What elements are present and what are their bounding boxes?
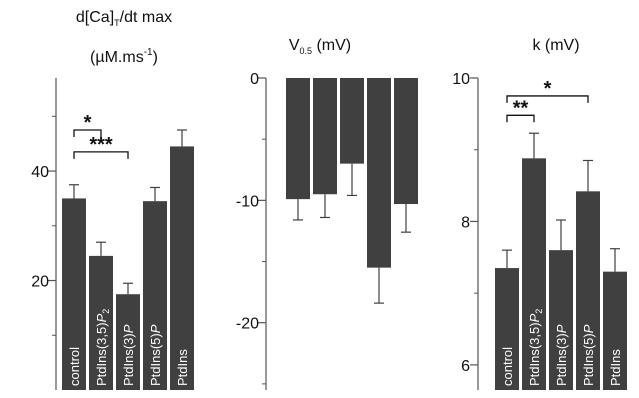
category-label-text: PtdIns (608, 349, 623, 386)
bar-3 (549, 250, 573, 390)
bar-5 (603, 271, 627, 390)
y-tick-label: -20 (236, 316, 259, 333)
y-tick-label: 10 (452, 71, 470, 88)
chart-unit-tail: ) (153, 49, 158, 66)
category-label-italic: P (148, 324, 163, 333)
chart-unit-main: (µM.ms (90, 49, 144, 66)
category-label-text: PtdIns(5) (372, 333, 387, 386)
chart-title: k (mV) (532, 37, 579, 54)
chart-title-tail: /dt max (120, 9, 172, 26)
bar-1 (62, 198, 86, 390)
category-label-text: control (67, 347, 82, 386)
category-label-text: PtdIns(3) (121, 333, 136, 386)
category-label-subscript: 2 (101, 309, 111, 314)
category-label-text: PtdIns(5) (148, 333, 163, 386)
category-label-text: PtdIns(3,5) (318, 322, 333, 386)
category-label: PtdIns (608, 349, 623, 386)
significance-label: ** (513, 97, 529, 119)
category-label-text: control (500, 347, 515, 386)
y-tick-label: 6 (461, 358, 470, 375)
category-label-italic: P (527, 313, 542, 322)
bar-4 (367, 78, 391, 268)
chart-title-subscript: T (114, 18, 120, 28)
category-label-text: PtdIns(3) (345, 333, 360, 386)
significance-label: *** (89, 134, 113, 156)
bar-2 (522, 158, 546, 390)
bar-4 (576, 191, 600, 390)
category-label-subscript: 2 (534, 309, 544, 314)
bar-5 (394, 78, 418, 205)
category-label: control (67, 347, 82, 386)
bar-1 (495, 268, 519, 390)
bar-3 (340, 78, 364, 164)
y-tick-label: 8 (461, 214, 470, 231)
chart-title-subscript: 0.5 (300, 46, 313, 56)
bar-5 (170, 146, 194, 390)
category-label: PtdIns(3)P (345, 324, 360, 386)
category-label-text: control (291, 347, 306, 386)
category-label-italic: P (554, 324, 569, 333)
chart-title-main: d[Ca] (76, 9, 114, 26)
category-label: PtdIns(5)P (581, 324, 596, 386)
category-label: PtdIns(3,5)P2 (94, 309, 111, 386)
category-label-text: PtdIns(3,5) (527, 322, 542, 386)
category-label-text: PtdIns (399, 349, 414, 386)
chart-unit-superscript: -1 (144, 47, 153, 58)
chart-title-main: V (289, 37, 300, 54)
category-label-subscript: 2 (325, 309, 335, 314)
chart-title: d[Ca]T/dt max (76, 9, 172, 28)
chart-title-tail: (mV) (312, 37, 351, 54)
category-label: control (291, 347, 306, 386)
bar-2 (89, 255, 113, 390)
category-label: control (500, 347, 515, 386)
y-tick-label: -10 (236, 193, 259, 210)
bar-2 (313, 78, 337, 195)
y-tick-label: 40 (31, 164, 49, 181)
significance-bracket (506, 114, 535, 123)
category-label-italic: P (121, 324, 136, 333)
category-label-text: PtdIns(3) (554, 333, 569, 386)
category-label: PtdIns(5)P (148, 324, 163, 386)
category-label-italic: P (345, 324, 360, 333)
category-label-text: PtdIns (175, 349, 190, 386)
category-label-text: PtdIns(5) (581, 333, 596, 386)
category-label: PtdIns (175, 349, 190, 386)
category-label-text: PtdIns(3,5) (94, 322, 109, 386)
significance-label: * (544, 78, 552, 100)
significance-bracket (73, 129, 102, 137)
chart-title: V0.5 (mV) (289, 37, 351, 56)
bar-4 (143, 201, 167, 390)
category-label-italic: P (581, 324, 596, 333)
category-label: PtdIns(3)P (121, 324, 136, 386)
bar-3 (116, 294, 140, 390)
category-label-italic: P (318, 313, 333, 322)
y-tick-label: 20 (31, 274, 49, 291)
category-label: PtdIns(5)P (372, 324, 387, 386)
chart-unit: (µM.ms-1) (90, 47, 158, 66)
category-label: PtdIns(3)P (554, 324, 569, 386)
category-label: PtdIns(3,5)P2 (527, 309, 544, 386)
category-label: PtdIns (399, 349, 414, 386)
category-label: PtdIns(3,5)P2 (318, 309, 335, 386)
significance-label: * (84, 112, 92, 134)
category-label-italic: P (94, 313, 109, 322)
significance-bracket (73, 151, 129, 159)
significance-bracket (506, 95, 589, 103)
chart-title-main: k (mV) (532, 37, 579, 54)
category-label-italic: P (372, 324, 387, 333)
y-tick-label: 0 (250, 71, 259, 88)
bar-1 (286, 78, 310, 200)
